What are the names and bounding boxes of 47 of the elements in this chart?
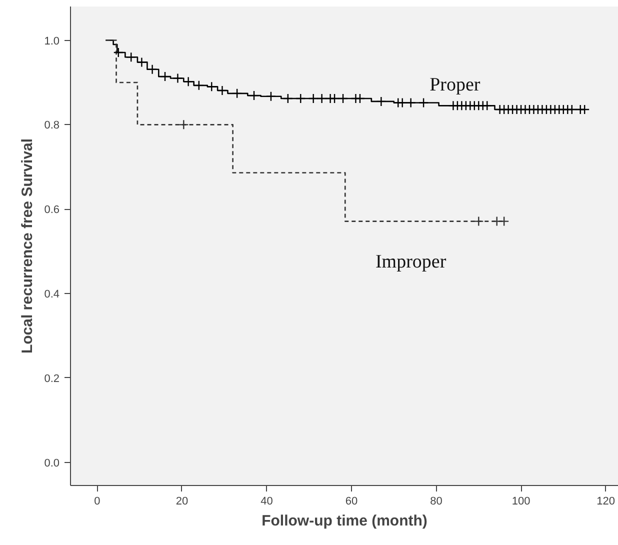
x-tick-label: 40 bbox=[260, 496, 273, 508]
point bbox=[194, 80, 204, 91]
point bbox=[406, 98, 416, 108]
point bbox=[136, 57, 147, 68]
point bbox=[160, 71, 170, 82]
x-tick-label: 100 bbox=[512, 496, 530, 508]
point bbox=[126, 52, 136, 62]
point bbox=[296, 93, 306, 104]
y-axis-title: Local recurrence free Survival bbox=[19, 138, 36, 354]
x-axis-title: Follow-up time (month) bbox=[262, 512, 428, 530]
point bbox=[492, 216, 502, 226]
point bbox=[178, 120, 189, 130]
point bbox=[418, 98, 429, 108]
point bbox=[316, 93, 327, 104]
y-tick-label: 0.4 bbox=[44, 288, 60, 300]
y-tick-label: 0.8 bbox=[44, 120, 60, 132]
point bbox=[397, 98, 408, 108]
point bbox=[248, 90, 260, 101]
series-label: Improper bbox=[375, 251, 447, 272]
point bbox=[147, 64, 158, 74]
x-tick-label: 120 bbox=[596, 496, 615, 508]
point bbox=[217, 85, 228, 96]
y-tick-label: 0.6 bbox=[44, 204, 60, 216]
point bbox=[329, 93, 340, 104]
point bbox=[338, 93, 348, 104]
point bbox=[354, 93, 366, 104]
point bbox=[183, 76, 194, 87]
point bbox=[172, 73, 183, 84]
x-tick-label: 60 bbox=[345, 496, 358, 508]
point bbox=[232, 88, 242, 99]
y-tick-label: 0.0 bbox=[44, 457, 60, 470]
x-tick-label: 0 bbox=[94, 496, 100, 508]
point bbox=[282, 93, 294, 104]
point bbox=[482, 100, 492, 111]
point bbox=[113, 47, 124, 58]
point bbox=[566, 104, 577, 115]
point bbox=[376, 96, 386, 107]
point bbox=[498, 216, 510, 226]
point bbox=[266, 91, 276, 102]
series-label: Proper bbox=[430, 74, 481, 96]
x-tick-label: 20 bbox=[176, 496, 188, 508]
point bbox=[206, 82, 217, 92]
point bbox=[474, 216, 484, 226]
y-tick-label: 0.2 bbox=[44, 372, 60, 385]
x-tick-label: 80 bbox=[430, 496, 442, 508]
y-tick-label: 1.0 bbox=[44, 35, 60, 48]
point bbox=[308, 93, 318, 104]
